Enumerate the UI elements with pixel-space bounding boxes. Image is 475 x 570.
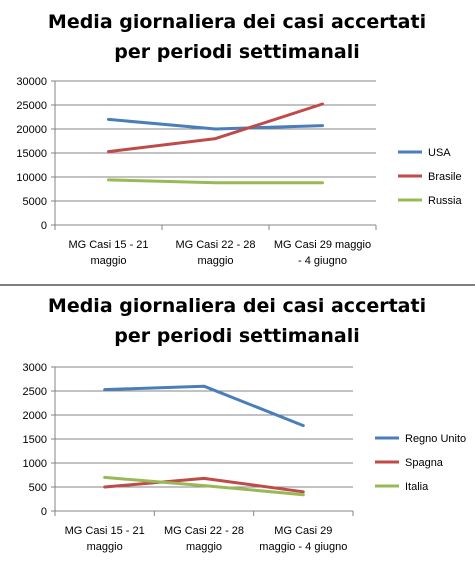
x-tick-label: MG Casi 15 - 21 [65, 525, 145, 537]
y-tick-label: 1000 [23, 458, 47, 470]
series-line-brasile [107, 102, 324, 154]
y-tick-label: 1500 [23, 434, 47, 446]
x-tick-label: MG Casi 15 - 21 [68, 239, 148, 251]
y-tick-label: 30000 [16, 76, 47, 88]
y-tick-label: 3000 [23, 362, 47, 374]
chart-panel-1: Media giornaliera dei casi accertati per … [0, 0, 475, 284]
chart-title-line: Media giornaliera dei casi accertati [48, 11, 426, 33]
x-tick-label: - 4 giugno [298, 255, 347, 267]
y-tick-label: 15000 [16, 148, 47, 160]
x-tick-label: maggio [87, 541, 123, 553]
line-chart-1: Media giornaliera dei casi accertati per … [16, 11, 463, 267]
y-tick-label: 2500 [23, 386, 47, 398]
chart-panel-2: Media giornaliera dei casi accertati per … [0, 286, 475, 570]
line-chart-2: Media giornaliera dei casi accertati per … [23, 295, 467, 553]
series-line-italia [103, 475, 305, 497]
series-line-regno-unito [103, 384, 305, 428]
x-tick-label: maggio [186, 541, 222, 553]
y-tick-label: 5000 [23, 196, 47, 208]
y-tick-label: 20000 [16, 124, 47, 136]
legend-label: Italia [405, 481, 429, 493]
legend-label: USA [428, 147, 451, 159]
x-tick-label: MG Casi 22 - 28 [175, 239, 255, 251]
series-line-spagna [103, 476, 305, 494]
y-tick-label: 10000 [16, 172, 47, 184]
y-tick-label: 500 [29, 482, 47, 494]
y-tick-label: 25000 [16, 100, 47, 112]
series-line-russia [107, 178, 324, 185]
chart-title-line: Media giornaliera dei casi accertati [48, 295, 426, 317]
x-tick-label: MG Casi 29 maggio [274, 239, 371, 251]
chart-title-line: per periodi settimanali [114, 325, 360, 347]
y-tick-label: 0 [41, 506, 47, 518]
x-tick-label: maggio [197, 255, 233, 267]
legend-label: Russia [428, 195, 463, 207]
x-tick-label: MG Casi 22 - 28 [164, 525, 244, 537]
y-tick-label: 2000 [23, 410, 47, 422]
chart-title-line: per periodi settimanali [114, 41, 360, 63]
series-line-usa [107, 117, 324, 131]
y-tick-label: 0 [41, 220, 47, 232]
chart-divider [0, 284, 475, 286]
x-tick-label: maggio - 4 giugno [259, 541, 347, 553]
x-tick-label: maggio [90, 255, 126, 267]
x-tick-label: MG Casi 29 [274, 525, 332, 537]
legend-label: Regno Unito [405, 433, 466, 445]
legend-label: Spagna [405, 457, 444, 469]
legend-label: Brasile [428, 171, 462, 183]
